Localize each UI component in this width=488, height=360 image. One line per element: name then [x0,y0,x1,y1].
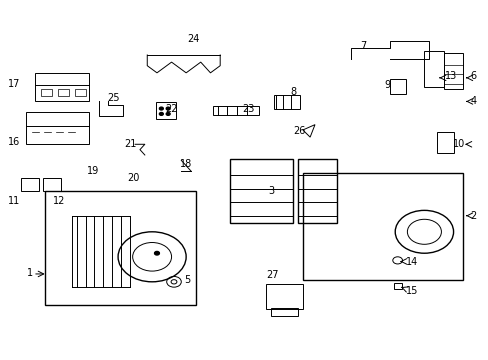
Bar [266,284,302,309]
Circle shape [159,112,163,115]
Text: 1: 1 [27,268,33,278]
Bar [389,79,405,94]
Text: 10: 10 [452,139,464,149]
Text: 21: 21 [123,139,136,149]
Bar [42,178,61,191]
Circle shape [166,107,170,110]
Text: 5: 5 [183,275,189,285]
Bar [212,106,259,115]
Text: 16: 16 [8,138,20,148]
Bar [297,158,336,223]
Bar [271,308,297,316]
Text: 22: 22 [165,104,178,113]
Bar [424,51,443,87]
Text: 26: 26 [293,126,305,136]
Bar [21,178,39,191]
Text: 20: 20 [126,173,139,183]
Text: 6: 6 [469,71,476,81]
Circle shape [159,107,163,110]
Bar [35,73,89,102]
Text: 11: 11 [8,197,20,206]
Text: 15: 15 [405,286,417,296]
Text: 7: 7 [360,41,366,51]
Bar [229,158,292,223]
Bar [58,89,69,96]
Bar [26,112,89,144]
Text: 14: 14 [405,257,417,267]
Bar [156,102,176,119]
Text: 18: 18 [180,159,192,169]
Bar [75,89,86,96]
Text: 9: 9 [384,80,390,90]
Text: 23: 23 [242,104,254,113]
Text: 19: 19 [86,166,99,176]
Text: 27: 27 [266,270,278,280]
Bar [273,95,300,109]
Text: 2: 2 [469,211,476,221]
Text: 17: 17 [7,78,20,89]
Bar [436,132,453,153]
Circle shape [154,251,159,255]
Bar [443,53,462,89]
Text: 4: 4 [469,96,476,107]
Bar [393,283,401,289]
Text: 12: 12 [53,197,66,206]
Text: 3: 3 [267,186,274,196]
Text: 13: 13 [444,71,456,81]
Text: 25: 25 [107,93,120,103]
Text: 24: 24 [187,34,199,44]
Bar [41,89,52,96]
Circle shape [166,112,170,115]
Text: 8: 8 [290,87,296,98]
